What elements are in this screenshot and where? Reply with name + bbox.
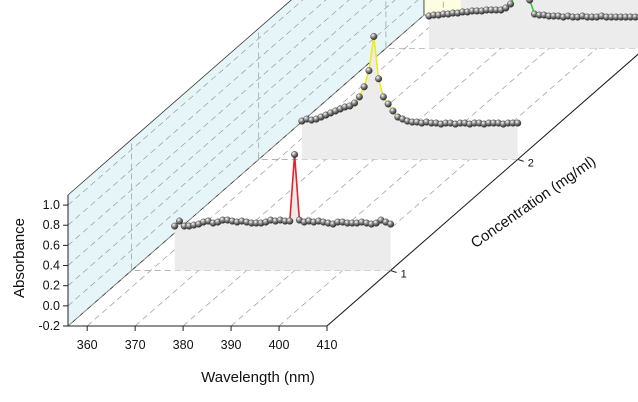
series-1-point	[171, 222, 179, 230]
y-tick-label: 0.8	[43, 218, 60, 232]
series-1-point	[175, 217, 183, 225]
series-2-point	[360, 83, 368, 91]
z-tick-label: 1	[401, 268, 407, 280]
y-tick-label: 0.6	[43, 238, 60, 252]
x-tick-label: 360	[77, 338, 98, 352]
chart-series	[171, 0, 638, 271]
series-2-point	[355, 93, 363, 101]
z-tick-label: 2	[528, 157, 534, 169]
x-tick-label: 370	[125, 338, 146, 352]
y-tick-label: 0.4	[43, 259, 60, 273]
z-tick	[390, 269, 397, 273]
y-tick-label: -0.2	[38, 319, 60, 333]
series-2-point	[351, 99, 359, 107]
chart-axes: -0.2 0.0 0.2 0.4 0.6 0.8 1.0 360 370 380 390 400 410…	[38, 53, 638, 352]
series-1-fill	[174, 154, 391, 271]
x-axis-title: Wavelength (nm)	[201, 369, 315, 386]
series-1-point	[291, 151, 299, 159]
series-2-point	[389, 107, 397, 115]
z-axis-line	[326, 53, 638, 327]
series-2-fill	[301, 36, 518, 160]
z-tick	[517, 158, 524, 162]
series-2-point	[365, 67, 373, 75]
series-1	[171, 151, 395, 271]
x-tick-label: 380	[173, 338, 194, 352]
series-3-point	[631, 13, 638, 21]
series-2	[298, 33, 522, 160]
series-3-point	[502, 4, 510, 12]
chart-backdrop	[66, 0, 638, 327]
series-3-point	[526, 0, 534, 4]
y-axis-title: Absorbance	[11, 218, 28, 298]
series-1-point	[286, 217, 294, 225]
series-1-point	[387, 220, 395, 228]
y-tick-label: 0.0	[43, 299, 60, 313]
x-tick-label: 410	[317, 338, 338, 352]
x-tick-label: 390	[221, 338, 242, 352]
y-tick-label: 1.0	[43, 198, 60, 212]
series-3-point	[507, 0, 515, 8]
series-2-point	[384, 100, 392, 108]
series-2-point	[379, 93, 387, 101]
series-2-point	[370, 33, 378, 41]
x-tick-label: 400	[269, 338, 290, 352]
series-2-point	[375, 75, 383, 83]
series-3	[425, 0, 638, 49]
series-2-point	[514, 119, 522, 127]
y-tick-label: 0.2	[43, 279, 60, 293]
